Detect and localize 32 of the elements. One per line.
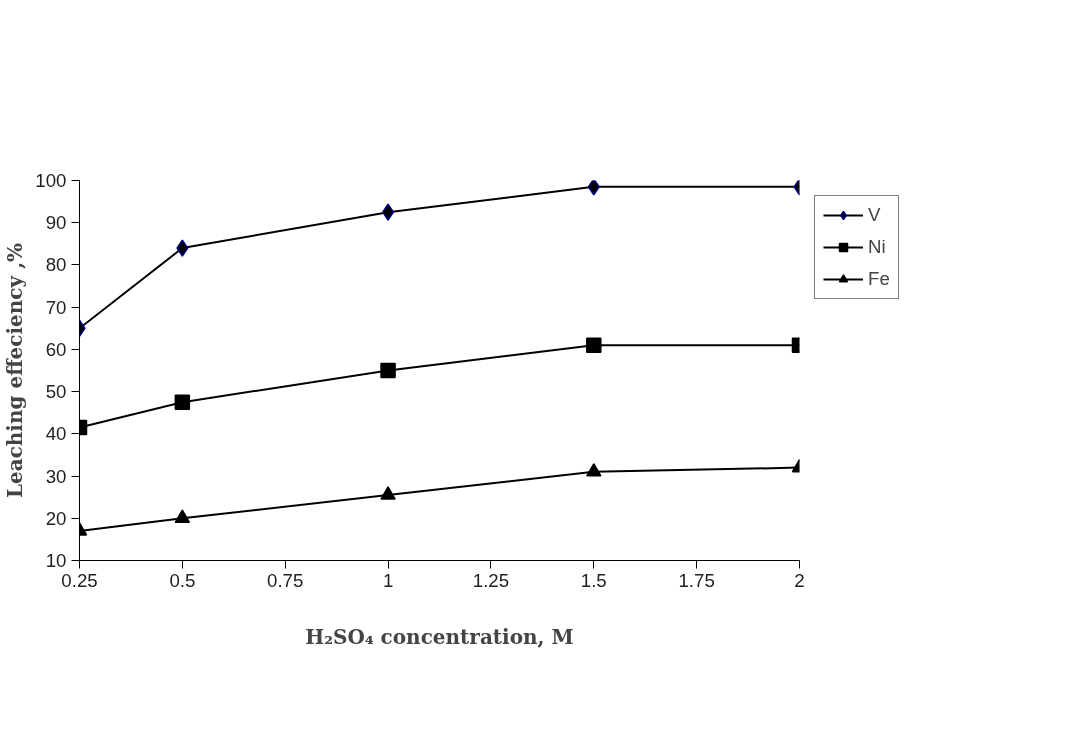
y-tick-label: 40 (45, 423, 67, 445)
legend-label: V (868, 204, 882, 226)
point (381, 203, 395, 221)
point (176, 239, 189, 257)
x-tick-label: 0.5 (169, 569, 196, 591)
point (586, 463, 602, 477)
x-tick-label: 1 (382, 569, 394, 591)
legend-label: Fe (868, 268, 890, 290)
y-tick-label: 10 (45, 550, 67, 571)
point (174, 394, 191, 410)
y-tick-label: 100 (35, 170, 67, 191)
x-tick-label: 0.25 (61, 569, 98, 591)
x-tick-label: 1.5 (580, 569, 607, 591)
x-axis-title: H₂SO₄ concentration, M (305, 624, 574, 649)
point (380, 486, 396, 500)
point (586, 337, 602, 353)
point (587, 180, 600, 196)
x-tick-label: 1.75 (678, 569, 715, 591)
legend-label: Ni (868, 236, 887, 258)
point (174, 509, 191, 524)
y-tick-label: 20 (45, 507, 67, 529)
y-tick-label: 90 (45, 212, 67, 234)
x-tick-label: 2 (794, 569, 805, 591)
x-tick-label: 1.25 (472, 569, 510, 591)
x-tick-label: 0.75 (267, 569, 304, 591)
y-tick-label: 60 (45, 338, 67, 360)
y-axis-title: Leaching effeciency ,% (3, 242, 28, 499)
point (380, 362, 396, 379)
y-tick-label: 70 (45, 296, 67, 318)
y-tick-label: 50 (45, 381, 67, 403)
y-tick-label: 80 (45, 254, 67, 276)
y-tick-label: 30 (45, 465, 67, 487)
